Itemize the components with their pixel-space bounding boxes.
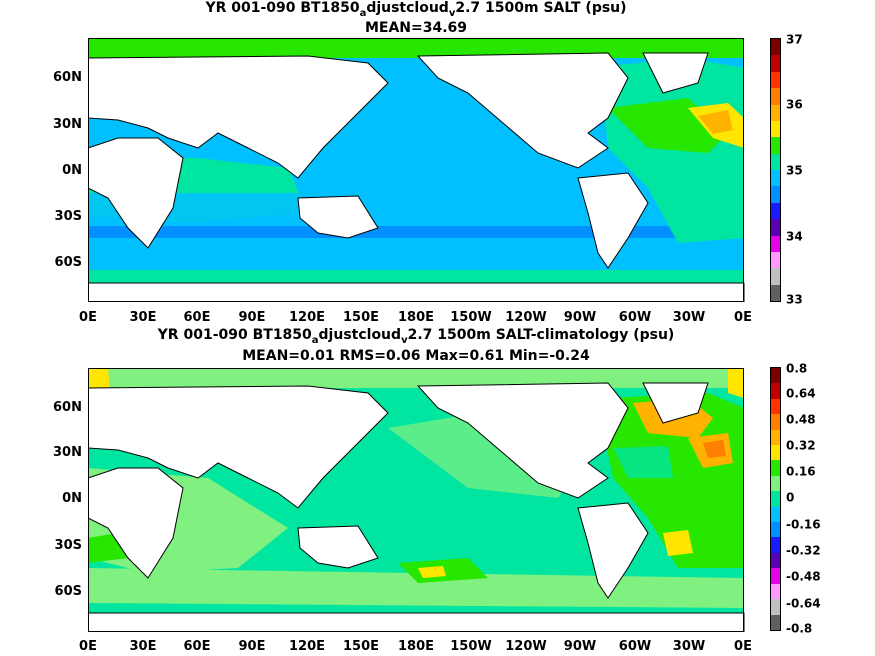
panel1-colorbar: [770, 38, 781, 302]
panel1-cbar-tick: 33: [786, 292, 803, 307]
panel1-ytick-30n: 30N: [53, 117, 82, 132]
panel1-xtick: 90W: [563, 310, 597, 325]
panel1-xtick: 150W: [450, 310, 492, 325]
panel1-xtick: 120E: [288, 310, 326, 325]
colorbar-swatch: [771, 170, 780, 187]
colorbar-swatch: [771, 284, 780, 301]
panel2-xtick: 60W: [618, 639, 652, 654]
panel2-title-line2: MEAN=0.01 RMS=0.06 Max=0.61 Min=-0.24: [242, 348, 590, 364]
panel1-ytick-60n: 60N: [53, 70, 82, 85]
colorbar-swatch: [771, 537, 780, 553]
panel2-cbar-tick: -0.64: [786, 596, 821, 611]
panel2-xtick: 90W: [563, 639, 597, 654]
colorbar-swatch: [771, 460, 780, 476]
panel2-ytick-30s: 30S: [54, 538, 82, 553]
colorbar-swatch: [771, 104, 780, 121]
panel1-xtick: 30E: [129, 310, 157, 325]
colorbar-swatch: [771, 599, 780, 615]
panel1-xtick: 0E: [734, 310, 752, 325]
panel2-xtick: 150W: [450, 639, 492, 654]
colorbar-swatch: [771, 429, 780, 446]
panel2-xtick: 30W: [672, 639, 706, 654]
colorbar-swatch: [771, 568, 780, 584]
colorbar-swatch: [771, 202, 780, 220]
panel1-ytick-0n: 0N: [62, 163, 82, 178]
colorbar-swatch: [771, 71, 780, 89]
colorbar-swatch: [771, 137, 780, 154]
panel2-cbar-tick: -0.32: [786, 543, 821, 558]
colorbar-swatch: [771, 614, 780, 630]
panel2-xtick: 30E: [129, 639, 157, 654]
colorbar-swatch: [771, 506, 780, 523]
panel2-cbar-tick: 0.32: [786, 438, 816, 453]
colorbar-swatch: [771, 552, 780, 569]
panel1-xtick: 60W: [618, 310, 652, 325]
panel2-xtick: 0E: [79, 639, 97, 654]
panel2-ytick-60s: 60S: [54, 584, 82, 599]
colorbar-swatch: [771, 186, 780, 203]
panel2-cbar-tick: -0.48: [786, 569, 821, 584]
panel1-title-line2: MEAN=34.69: [364, 20, 468, 36]
panel2-ytick-60n: 60N: [53, 400, 82, 415]
colorbar-swatch: [771, 475, 780, 492]
panel2-xtick: 90E: [238, 639, 266, 654]
panel2-cbar-tick: -0.8: [786, 621, 813, 636]
panel2-cbar-tick: 0.48: [786, 412, 816, 427]
panel1-ytick-60s: 60S: [54, 255, 82, 270]
colorbar-swatch: [771, 251, 780, 269]
panel2-cbar-tick: 0.8: [786, 361, 808, 376]
panel1-map: [88, 38, 745, 302]
colorbar-swatch: [771, 583, 780, 600]
panel2-ytick-30n: 30N: [53, 445, 82, 460]
colorbar-swatch: [771, 368, 780, 384]
panel1-xtick: 90E: [238, 310, 266, 325]
panel2-xtick: 120E: [288, 639, 326, 654]
panel2-xtick: 150E: [342, 639, 380, 654]
colorbar-swatch: [771, 491, 780, 507]
panel2-cbar-tick: -0.16: [786, 517, 821, 532]
colorbar-swatch: [771, 219, 780, 236]
panel1-xtick: 180E: [397, 310, 435, 325]
panel1-cbar-tick: 34: [786, 229, 803, 244]
colorbar-swatch: [771, 55, 780, 72]
colorbar-swatch: [771, 120, 780, 138]
panel2-cbar-tick: 0: [786, 490, 795, 505]
panel1-ytick-30s: 30S: [54, 209, 82, 224]
colorbar-swatch: [771, 153, 780, 170]
panel2-xtick: 60E: [183, 639, 211, 654]
panel1-xtick: 30W: [672, 310, 706, 325]
panel2-cbar-tick: 0.64: [786, 386, 816, 401]
panel1-xtick: 120W: [505, 310, 547, 325]
colorbar-swatch: [771, 383, 780, 399]
panel2-ytick-0n: 0N: [62, 491, 82, 506]
panel2-title-line1: YR 001-090 BT1850adjustcloudv2.7 1500m S…: [157, 327, 675, 346]
panel2-cbar-tick: 0.16: [786, 464, 816, 479]
colorbar-swatch: [771, 445, 780, 461]
panel2-map: [88, 368, 745, 632]
panel2-xtick: 0E: [734, 639, 752, 654]
colorbar-swatch: [771, 268, 780, 285]
panel2-colorbar: [770, 367, 781, 631]
panel1-xtick: 0E: [79, 310, 97, 325]
colorbar-swatch: [771, 398, 780, 415]
colorbar-swatch: [771, 414, 780, 430]
colorbar-swatch: [771, 522, 780, 538]
panel2-xtick: 120W: [505, 639, 547, 654]
colorbar-swatch: [771, 235, 780, 252]
panel1-cbar-tick: 37: [786, 32, 803, 47]
colorbar-swatch: [771, 39, 780, 56]
panel2-xtick: 180E: [397, 639, 435, 654]
colorbar-swatch: [771, 88, 780, 105]
panel1-title-line1: YR 001-090 BT1850adjustcloudv2.7 1500m S…: [205, 0, 627, 19]
panel1-cbar-tick: 35: [786, 163, 803, 178]
panel1-xtick: 150E: [342, 310, 380, 325]
panel1-xtick: 60E: [183, 310, 211, 325]
panel1-cbar-tick: 36: [786, 97, 803, 112]
